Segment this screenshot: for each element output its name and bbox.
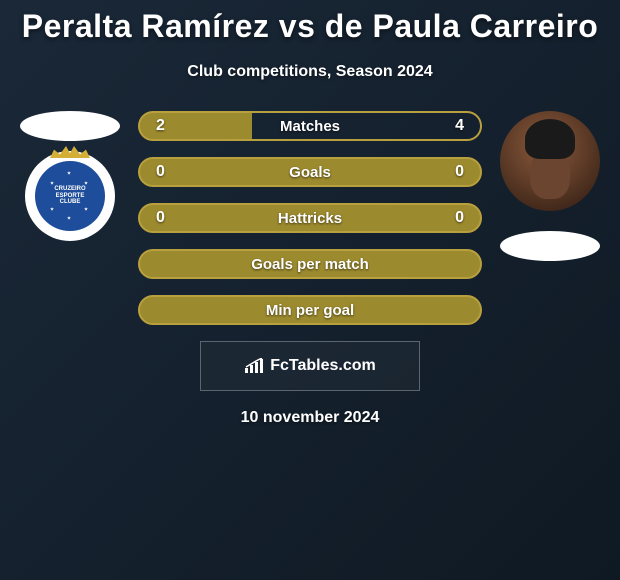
crown-icon (50, 146, 90, 158)
stat-left-value: 2 (156, 117, 165, 135)
date: 10 november 2024 (0, 409, 620, 427)
badge-stars (35, 161, 105, 231)
stat-row-goals-per-match: Goals per match (138, 249, 482, 279)
watermark: FcTables.com (200, 341, 420, 391)
stat-left-value: 0 (156, 209, 165, 227)
stat-row-hattricks: 0 Hattricks 0 (138, 203, 482, 233)
stat-label: Goals per match (251, 256, 369, 273)
stat-label: Hattricks (278, 210, 342, 227)
stat-row-goals: 0 Goals 0 (138, 157, 482, 187)
watermark-text: FcTables.com (270, 357, 376, 375)
stat-left-value: 0 (156, 163, 165, 181)
left-player-photo-placeholder (20, 111, 120, 141)
stat-label: Goals (289, 164, 331, 181)
stat-right-value: 4 (455, 117, 464, 135)
stat-label: Min per goal (266, 302, 354, 319)
right-club-badge-placeholder (500, 231, 600, 261)
comparison-subtitle: Club competitions, Season 2024 (0, 63, 620, 81)
left-club-badge: CRUZEIRO ESPORTE CLUBE (25, 151, 115, 241)
stat-row-min-per-goal: Min per goal (138, 295, 482, 325)
left-player-column: CRUZEIRO ESPORTE CLUBE (10, 111, 130, 241)
badge-inner: CRUZEIRO ESPORTE CLUBE (35, 161, 105, 231)
stats-bars: 2 Matches 4 0 Goals 0 0 Hattricks 0 Goal… (138, 111, 482, 325)
stat-label: Matches (280, 118, 340, 135)
comparison-content: CRUZEIRO ESPORTE CLUBE 2 Matches 4 (0, 111, 620, 427)
stat-right-value: 0 (455, 209, 464, 227)
comparison-title: Peralta Ramírez vs de Paula Carreiro (0, 0, 620, 45)
stat-right-value: 0 (455, 163, 464, 181)
right-player-column (490, 111, 610, 261)
right-player-photo (500, 111, 600, 211)
stat-row-matches: 2 Matches 4 (138, 111, 482, 141)
chart-icon (244, 358, 264, 374)
